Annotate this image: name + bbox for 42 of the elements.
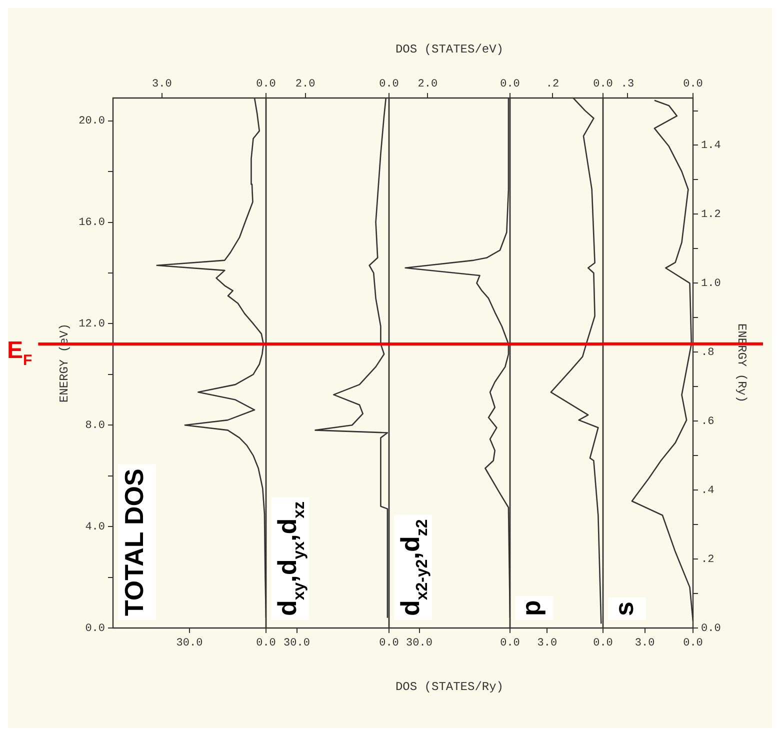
y-tick-label: 8.0 xyxy=(85,420,105,432)
x2-tick-label: 0.0 xyxy=(379,78,399,90)
y2-tick-label: 0.0 xyxy=(701,622,721,635)
x2-tick-label: 2.0 xyxy=(295,78,316,90)
y2-tick-label: 1.2 xyxy=(701,209,721,222)
y2-tick-label: .2 xyxy=(701,554,714,566)
x-tick-label: 0.0 xyxy=(593,638,613,650)
x2-tick-label: 0.0 xyxy=(500,78,520,90)
x-tick-label: 30.0 xyxy=(284,638,310,650)
y-tick-label: 20.0 xyxy=(78,116,105,128)
x-tick-label: 0.0 xyxy=(256,638,276,650)
annotation: dx2-y2,dz2 xyxy=(395,519,431,616)
y2-tick-label: .4 xyxy=(701,484,715,497)
x2-tick-label: 2.0 xyxy=(418,78,438,90)
y2-tick-label: .8 xyxy=(701,347,714,360)
x-tick-label: 3.0 xyxy=(537,638,558,650)
y-tick-label: 4.0 xyxy=(85,521,105,534)
y2-axis-title: ENERGY (Ry) xyxy=(734,323,749,403)
x-tick-label: 0.0 xyxy=(683,638,703,650)
x2-axis-title: DOS (STATES/eV) xyxy=(395,42,504,56)
y2-tick-label: 1.0 xyxy=(701,278,721,290)
x-tick-label: 30.0 xyxy=(406,638,432,650)
y2-tick-label: .6 xyxy=(701,416,714,428)
y-tick-label: 16.0 xyxy=(78,217,105,230)
x2-tick-label: 0.0 xyxy=(593,78,613,90)
x2-tick-label: 3.0 xyxy=(152,78,172,90)
annotation: s xyxy=(609,602,639,616)
x2-tick-label: .2 xyxy=(546,78,560,90)
x-tick-label: 3.0 xyxy=(634,638,655,650)
x-tick-label: 30.0 xyxy=(176,638,203,650)
annotation: TOTAL DOS xyxy=(119,468,149,616)
x-tick-label: 0.0 xyxy=(500,638,520,650)
annotation: dxy,dyx,dxz xyxy=(272,501,308,616)
y-tick-label: 12.0 xyxy=(78,318,105,331)
x-tick-label: 0.0 xyxy=(379,638,399,650)
y2-tick-label: 1.4 xyxy=(701,140,722,152)
x2-tick-label: .3 xyxy=(620,78,634,90)
x-axis-title: DOS (STATES/Ry) xyxy=(395,680,504,694)
x2-tick-label: 0.0 xyxy=(256,78,276,90)
y-tick-label: 0.0 xyxy=(85,622,105,635)
annotation: p xyxy=(516,600,546,616)
x2-tick-label: 0.0 xyxy=(683,78,703,90)
